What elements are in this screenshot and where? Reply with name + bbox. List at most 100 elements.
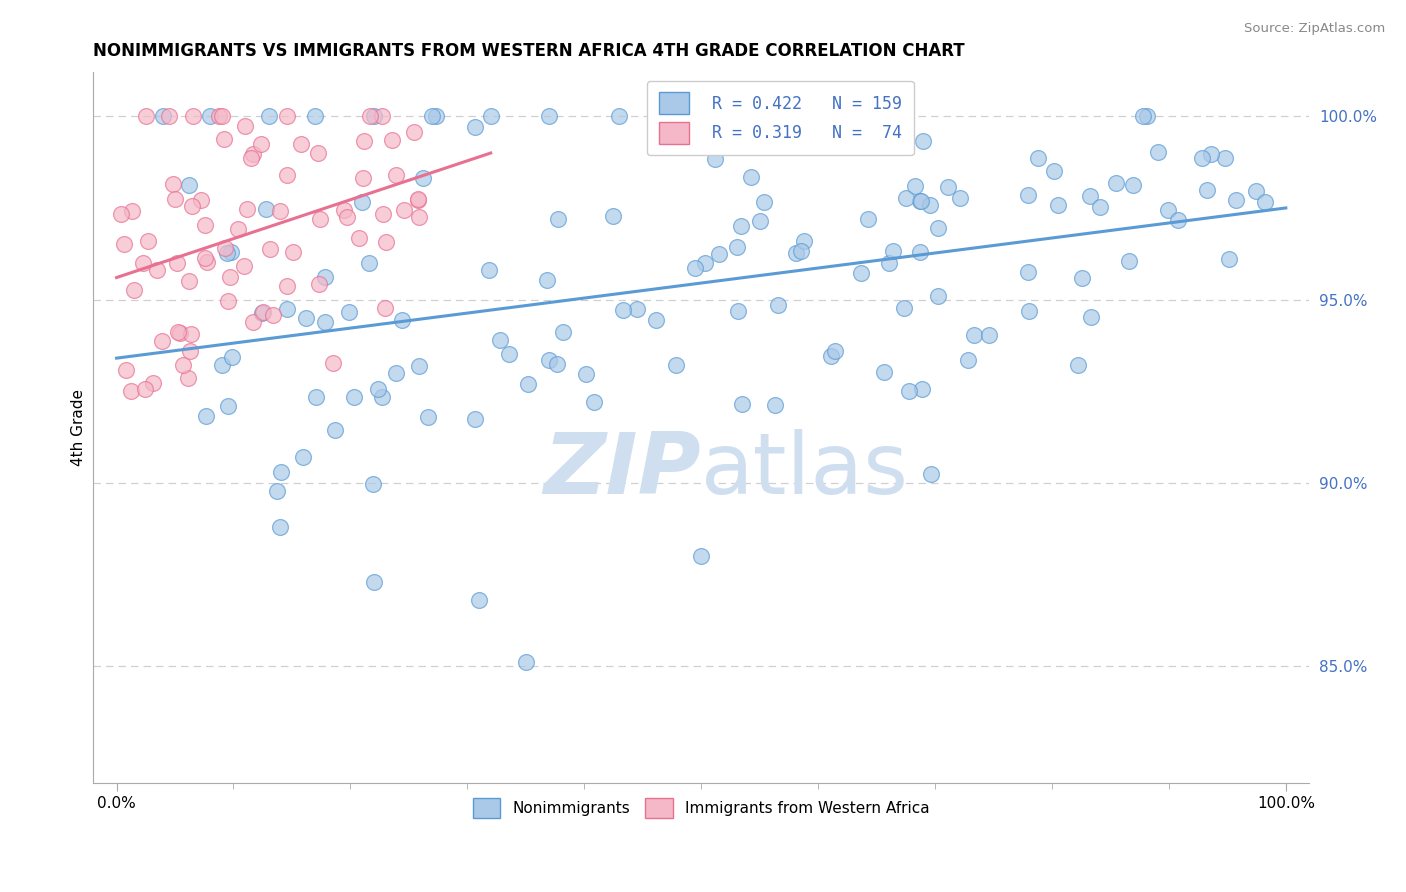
Point (150, 334, 173, 348)
Point (898, 384, 921, 398)
Point (749, 214, 772, 228)
Point (135, 109, 157, 123)
Text: atlas: atlas (702, 429, 910, 512)
Point (1218, 252, 1240, 267)
Point (217, 293, 239, 308)
Point (911, 382, 934, 396)
Point (266, 484, 288, 499)
Point (910, 194, 932, 209)
Point (725, 240, 748, 254)
Point (582, 395, 605, 409)
Point (307, 145, 329, 160)
Point (371, 207, 394, 221)
Point (1018, 303, 1040, 318)
Point (198, 109, 221, 123)
Point (309, 212, 332, 227)
Point (575, 367, 598, 381)
Point (420, 109, 443, 123)
Point (402, 125, 425, 139)
Point (169, 326, 191, 340)
Point (1191, 151, 1213, 165)
Point (1067, 359, 1090, 373)
Point (920, 197, 942, 211)
Point (347, 231, 370, 245)
Point (645, 312, 668, 326)
Point (214, 241, 236, 255)
Point (1047, 198, 1070, 212)
Point (394, 203, 416, 218)
Point (893, 301, 915, 315)
Point (254, 202, 277, 217)
Point (179, 344, 201, 359)
Point (262, 308, 284, 322)
Point (498, 346, 520, 360)
Point (367, 382, 389, 396)
Point (269, 204, 291, 219)
Point (195, 409, 218, 423)
Point (194, 219, 217, 233)
Point (281, 244, 304, 259)
Point (896, 191, 918, 205)
Point (190, 193, 212, 207)
Point (425, 109, 447, 123)
Point (305, 390, 328, 404)
Point (208, 109, 231, 123)
Point (314, 316, 336, 330)
Point (385, 168, 408, 182)
Point (290, 136, 312, 151)
Point (250, 137, 273, 152)
Point (374, 301, 396, 316)
Point (626, 301, 648, 316)
Point (1026, 151, 1049, 165)
Point (359, 109, 381, 123)
Point (337, 305, 360, 319)
Point (218, 270, 240, 285)
Point (110, 207, 132, 221)
Point (233, 119, 256, 133)
Point (1132, 109, 1154, 123)
Point (920, 467, 942, 482)
Point (1042, 163, 1064, 178)
Point (517, 376, 540, 391)
Point (408, 359, 430, 373)
Point (479, 109, 502, 123)
Y-axis label: 4th Grade: 4th Grade (72, 389, 86, 467)
Point (211, 109, 233, 123)
Point (1118, 254, 1140, 268)
Point (704, 152, 727, 166)
Point (176, 371, 198, 385)
Point (763, 398, 786, 412)
Point (936, 179, 959, 194)
Point (269, 519, 291, 533)
Point (408, 193, 430, 207)
Point (194, 251, 217, 265)
Point (370, 390, 392, 404)
Point (690, 109, 713, 123)
Point (695, 256, 717, 270)
Text: ZIP: ZIP (544, 429, 702, 512)
Point (219, 245, 242, 260)
Point (333, 203, 356, 218)
Point (754, 195, 776, 210)
Point (949, 191, 972, 205)
Point (478, 263, 501, 277)
Point (1253, 194, 1275, 209)
Point (112, 236, 135, 251)
Point (391, 313, 413, 327)
Point (314, 270, 336, 285)
Point (323, 423, 346, 437)
Point (363, 109, 385, 123)
Point (371, 109, 394, 123)
Point (772, 109, 794, 123)
Point (381, 133, 404, 147)
Point (375, 235, 398, 249)
Text: Source: ZipAtlas.com: Source: ZipAtlas.com (1244, 22, 1385, 36)
Point (145, 263, 167, 277)
Point (353, 134, 375, 148)
Point (877, 255, 900, 269)
Point (167, 326, 190, 340)
Point (157, 109, 180, 123)
Point (727, 304, 749, 318)
Point (785, 246, 807, 260)
Point (270, 465, 292, 479)
